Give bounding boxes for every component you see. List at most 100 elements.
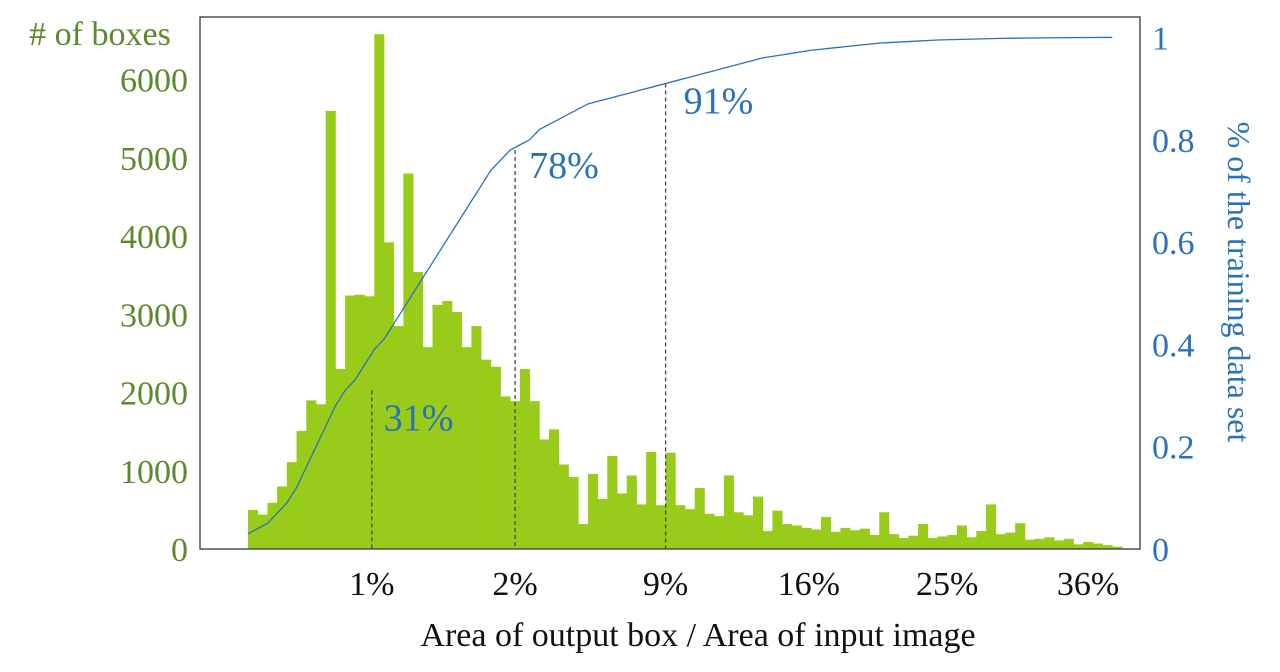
histogram-bar (859, 528, 870, 549)
histogram-bar (675, 505, 686, 549)
histogram-bars (248, 34, 1123, 549)
histogram-bar (1005, 532, 1016, 549)
histogram-bar (413, 272, 424, 549)
x-tick-label: 16% (778, 566, 840, 603)
histogram-bar (1112, 546, 1123, 549)
histogram-bar (898, 538, 909, 549)
histogram-bar (248, 509, 259, 549)
right-axis-ticks: 0 0.2 0.4 0.6 0.8 1 (1152, 21, 1195, 570)
histogram-bar (743, 515, 754, 549)
histogram-bar (364, 296, 375, 549)
histogram-bar (888, 534, 900, 549)
right-tick-label: 1 (1152, 21, 1169, 58)
histogram-bar (782, 523, 793, 549)
histogram-bar (549, 429, 560, 549)
histogram-bar (947, 534, 958, 549)
annotation-label: 78% (529, 145, 599, 187)
left-tick-label: 2000 (120, 376, 188, 413)
histogram-bar (451, 311, 463, 549)
histogram-bar (306, 400, 317, 549)
histogram-bar (578, 523, 589, 549)
annotation-label: 91% (684, 81, 754, 123)
histogram-bar (422, 347, 433, 549)
histogram-bar (374, 34, 385, 549)
guide-lines (371, 83, 667, 549)
histogram-bar (277, 486, 288, 549)
right-tick-label: 0 (1152, 532, 1169, 569)
histogram-bar (529, 401, 540, 549)
histogram-bar (850, 530, 861, 549)
x-axis-title: Area of output box / Area of input image (420, 617, 975, 654)
histogram-bar (1054, 540, 1065, 549)
histogram-bar (1024, 539, 1035, 549)
histogram-bar (830, 531, 841, 549)
right-tick-label: 0.6 (1152, 225, 1195, 262)
left-tick-label: 4000 (120, 219, 188, 256)
left-axis-title: # of boxes (29, 16, 171, 53)
left-tick-label: 3000 (120, 297, 188, 334)
histogram-bar (694, 487, 705, 549)
histogram-bar (927, 538, 938, 549)
histogram-bar (723, 475, 734, 549)
histogram-bar (995, 534, 1006, 549)
histogram-bar (481, 359, 492, 549)
histogram-bar (918, 523, 929, 549)
plot-frame (199, 16, 1141, 550)
left-tick-label: 1000 (120, 454, 188, 491)
histogram-bar (490, 366, 501, 549)
histogram-bar (500, 396, 511, 549)
right-tick-label: 0.4 (1152, 327, 1195, 364)
right-tick-label: 0.8 (1152, 123, 1195, 160)
annotation-label: 31% (384, 397, 454, 439)
histogram-bar (685, 509, 696, 549)
histogram-bar (646, 451, 657, 549)
histogram-bar (257, 514, 268, 549)
left-tick-label: 5000 (120, 141, 188, 178)
histogram-bar (568, 477, 579, 549)
histogram-bar (956, 525, 968, 549)
histogram-bar (607, 455, 618, 549)
histogram-bar (296, 430, 307, 549)
left-tick-label: 6000 (120, 63, 188, 100)
histogram-bar (820, 516, 832, 549)
histogram-bar (976, 531, 987, 549)
histogram-bar (471, 326, 482, 549)
right-axis-title: % of the training data set (1221, 122, 1257, 443)
histogram-bar (597, 498, 608, 549)
histogram-bar (1063, 538, 1074, 549)
cdf-annotations: 31% 78% 91% (384, 81, 753, 440)
histogram-bar (1073, 544, 1084, 549)
histogram-bar (1102, 545, 1113, 549)
cdf-line (247, 36, 1113, 535)
left-tick-label: 0 (171, 532, 188, 569)
histogram-bar (1044, 537, 1055, 549)
histogram-bar (733, 512, 744, 549)
histogram-bar (432, 304, 443, 549)
x-tick-label: 36% (1057, 566, 1119, 603)
histogram-bar (986, 504, 997, 549)
histogram-bar (267, 502, 278, 549)
histogram-bar (655, 505, 666, 549)
histogram-bar (811, 529, 822, 549)
histogram-bar (752, 496, 764, 549)
histogram-bar (801, 527, 812, 549)
left-axis-ticks: 0 1000 2000 3000 4000 5000 6000 (120, 63, 188, 569)
histogram-bar (1015, 523, 1026, 549)
histogram-bar (626, 475, 637, 549)
histogram-bar (704, 513, 715, 549)
x-tick-label: 1% (349, 566, 394, 603)
histogram-bar (762, 531, 773, 549)
histogram-bar (393, 326, 404, 549)
histogram-bar (286, 462, 297, 549)
histogram-bar (539, 439, 550, 549)
histogram-bar (869, 534, 880, 549)
histogram-bar (908, 535, 919, 549)
histogram-bar (519, 369, 531, 549)
histogram-bar (1092, 543, 1103, 549)
x-tick-label: 9% (643, 566, 688, 603)
histogram-bar (966, 537, 977, 549)
right-tick-label: 0.2 (1152, 430, 1195, 467)
histogram-bar (461, 347, 472, 549)
histogram-bar (714, 516, 725, 549)
histogram-bar (325, 110, 336, 549)
